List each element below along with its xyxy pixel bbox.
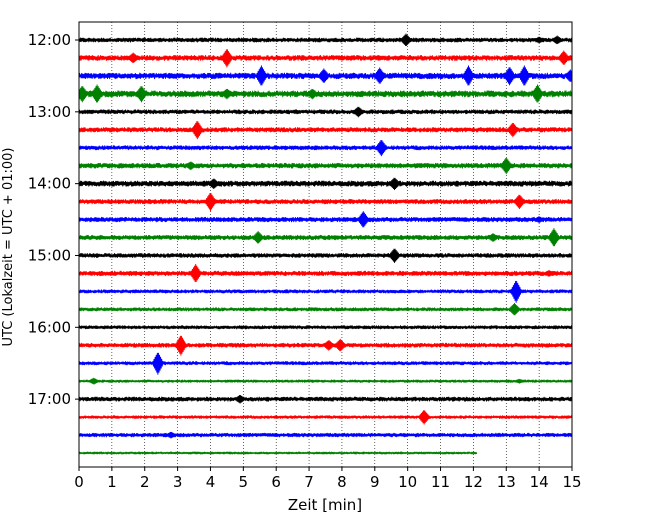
y-tick-label: 15:00: [28, 246, 71, 264]
seismogram-trace: [78, 49, 573, 68]
grid-layer: [111, 22, 540, 467]
x-tick-label: 3: [173, 473, 183, 491]
seismogram-trace: [78, 325, 573, 330]
seismogram-trace: [78, 157, 573, 175]
seismogram-trace: [78, 121, 573, 140]
seismogram-trace: [78, 431, 573, 439]
seismogram-trace: [78, 192, 573, 212]
x-tick-label: 13: [497, 473, 516, 491]
seismogram-trace: [78, 335, 573, 356]
x-tick-label: 8: [337, 473, 347, 491]
x-tick-label: 11: [431, 473, 450, 491]
plot-frame: [78, 21, 573, 468]
y-tick-label: 17:00: [28, 390, 71, 408]
seismogram-trace: [78, 248, 573, 263]
x-tick-label: 9: [370, 473, 380, 491]
seismogram-trace: [78, 65, 573, 86]
y-axis-label: UTC (Lokalzeit = UTC + 01:00): [1, 148, 16, 347]
seismogram-trace: [78, 395, 573, 404]
seismogram-trace: [78, 263, 573, 283]
seismogram-trace: [78, 451, 478, 455]
seismogram-trace: [78, 302, 573, 316]
seismogram-trace: [78, 84, 573, 103]
x-tick-label: 10: [398, 473, 417, 491]
x-tick-label: 5: [239, 473, 249, 491]
y-axis: 12:00 13:00 14:00 15:00 16:00 17:00: [28, 31, 79, 408]
x-tick-label: 0: [74, 473, 84, 491]
y-tick-label: 13:00: [28, 103, 71, 121]
seismogram-trace: [78, 106, 573, 118]
trace-layer: [78, 33, 573, 455]
x-axis-label: Zeit [min]: [288, 496, 362, 514]
seismogram-trace: [78, 280, 573, 303]
seismogram-trace: [78, 139, 573, 157]
seismogram-trace: [78, 211, 573, 228]
x-tick-label: 15: [562, 473, 581, 491]
y-tick-label: 16:00: [28, 318, 71, 336]
seismogram-trace: [78, 352, 573, 375]
x-tick-label: 4: [206, 473, 216, 491]
y-tick-label: 12:00: [28, 31, 71, 49]
x-tick-label: 6: [271, 473, 281, 491]
x-tick-label: 7: [304, 473, 314, 491]
seismogram-trace: [78, 177, 573, 191]
x-tick-label: 2: [140, 473, 150, 491]
x-tick-label: 14: [530, 473, 549, 491]
seismogram-trace: [78, 33, 573, 46]
x-tick-label: 12: [464, 473, 483, 491]
y-tick-label: 14:00: [28, 175, 71, 193]
seismogram-trace: [78, 377, 573, 385]
x-tick-label: 1: [107, 473, 117, 491]
x-axis: 0 1 2 3 4 5 6 7 8 9 10 11 12 13 14 15: [74, 467, 582, 491]
seismogram-trace: [78, 228, 573, 247]
seismogram-trace: [78, 410, 573, 425]
